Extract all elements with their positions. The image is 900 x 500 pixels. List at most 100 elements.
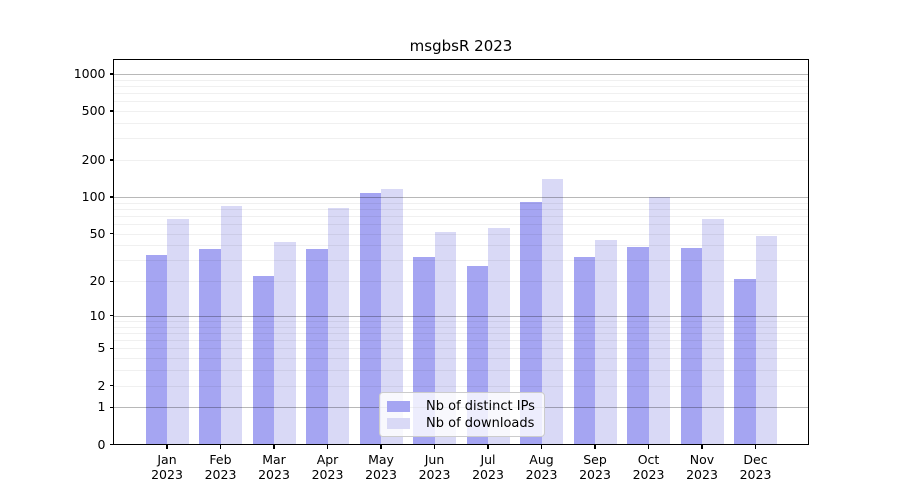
x-axis-year-label: 2023	[151, 466, 183, 482]
x-axis-year-label: 2023	[204, 466, 237, 482]
y-axis-tick	[109, 443, 114, 446]
bar-distinct-ips	[627, 246, 649, 445]
legend-swatch-downloads	[387, 418, 410, 429]
x-axis-month-label: Aug	[529, 451, 554, 467]
x-axis-year-label: 2023	[258, 466, 290, 482]
minor-gridline	[114, 101, 808, 103]
x-axis-tick	[166, 444, 168, 449]
legend-label: Nb of distinct IPs	[426, 399, 535, 414]
y-axis-tick	[109, 110, 114, 112]
y-axis-tick-label: 100	[81, 188, 106, 204]
bar-downloads	[648, 196, 670, 445]
x-axis-month-label: Apr	[316, 451, 339, 467]
x-axis-tick	[754, 444, 757, 449]
y-axis-tick-label: 50	[89, 225, 106, 241]
minor-gridline	[114, 202, 808, 204]
legend-swatch-distinct-ips	[387, 401, 410, 412]
y-axis-tick	[109, 233, 114, 235]
y-axis-tick	[109, 384, 114, 387]
bar-distinct-ips	[359, 192, 381, 445]
y-axis-tick-label: 20	[89, 273, 106, 289]
x-axis-year-label: 2023	[686, 466, 718, 482]
x-axis-year-label: 2023	[311, 466, 344, 482]
bar-distinct-ips	[573, 256, 595, 445]
bar-downloads	[595, 240, 617, 445]
y-axis-tick-label: 1	[97, 399, 106, 415]
x-axis-tick	[487, 444, 489, 449]
legend: Nb of distinct IPs Nb of downloads	[379, 392, 545, 437]
x-axis-year-label: 2023	[739, 466, 772, 482]
x-axis-month-label: Sep	[583, 451, 607, 467]
y-axis-tick-label: 2	[97, 377, 106, 393]
x-axis-month-label: Dec	[743, 451, 768, 467]
x-axis-month-label: Mar	[262, 451, 286, 467]
minor-gridline	[114, 208, 808, 210]
chart-title: msgbsR 2023	[409, 37, 513, 55]
x-axis-month-label: Jun	[424, 451, 445, 467]
x-axis-tick	[380, 444, 382, 449]
x-axis-year-label: 2023	[525, 466, 558, 482]
y-axis-tick	[109, 347, 114, 349]
x-axis-tick	[433, 444, 436, 449]
bar-downloads	[541, 179, 563, 445]
y-axis-tick	[109, 315, 114, 317]
bar-distinct-ips	[306, 249, 328, 445]
y-axis-tick-label: 200	[81, 152, 106, 168]
x-axis-tick	[647, 444, 650, 449]
bar-downloads	[327, 207, 349, 445]
x-axis-year-label: 2023	[632, 466, 665, 482]
minor-gridline	[114, 85, 808, 87]
y-axis-tick-label: 10	[89, 307, 106, 323]
x-axis-tick	[594, 444, 596, 449]
bar-downloads	[381, 189, 403, 445]
x-axis-month-label: Oct	[637, 451, 660, 467]
y-axis-tick-label: 5	[97, 340, 106, 356]
bar-downloads	[755, 235, 777, 445]
y-axis-tick	[109, 159, 114, 161]
y-axis-tick	[109, 73, 114, 75]
y-axis-tick	[109, 196, 114, 198]
legend-item: Nb of distinct IPs	[387, 399, 536, 414]
major-gridline	[114, 196, 808, 198]
x-axis-month-label: Jul	[480, 451, 496, 467]
bar-downloads	[220, 205, 242, 445]
minor-gridline	[114, 123, 808, 125]
x-axis-tick	[219, 444, 222, 449]
x-axis-year-label: 2023	[365, 466, 397, 482]
bar-distinct-ips	[520, 201, 542, 445]
bar-downloads	[434, 231, 456, 445]
y-axis-tick	[109, 406, 114, 408]
bar-downloads	[167, 218, 189, 445]
legend-label: Nb of downloads	[426, 416, 535, 431]
major-gridline	[114, 73, 808, 75]
x-axis-tick	[540, 444, 543, 449]
minor-gridline	[114, 111, 808, 113]
bar-downloads	[702, 218, 724, 445]
x-axis-month-label: Feb	[209, 451, 232, 467]
y-axis-tick-label: 0	[97, 436, 106, 452]
x-axis-year-label: 2023	[472, 466, 504, 482]
bar-distinct-ips	[199, 249, 221, 445]
bar-distinct-ips	[252, 276, 274, 445]
bar-downloads	[488, 227, 510, 445]
x-axis-month-label: Jan	[157, 451, 177, 467]
bar-downloads	[274, 241, 296, 445]
minor-gridline	[114, 79, 808, 81]
y-axis-tick	[109, 280, 114, 282]
minor-gridline	[114, 138, 808, 140]
y-axis-tick-label: 500	[81, 103, 106, 119]
minor-gridline	[114, 160, 808, 162]
minor-gridline	[114, 215, 808, 217]
bar-distinct-ips	[145, 255, 167, 445]
x-axis-tick	[701, 444, 703, 449]
legend-item: Nb of downloads	[387, 416, 536, 431]
bar-distinct-ips	[680, 248, 702, 445]
bar-distinct-ips	[734, 278, 756, 445]
x-axis-tick	[326, 444, 329, 449]
minor-gridline	[114, 93, 808, 95]
x-axis-tick	[273, 444, 275, 449]
x-axis-month-label: May	[368, 451, 394, 467]
x-axis-year-label: 2023	[418, 466, 451, 482]
x-axis-year-label: 2023	[579, 466, 611, 482]
